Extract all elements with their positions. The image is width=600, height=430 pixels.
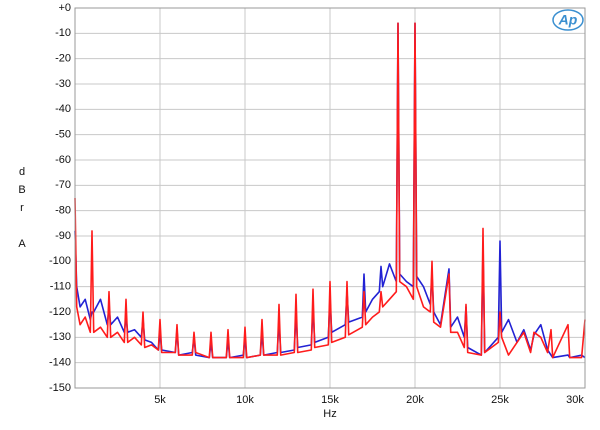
logo: Ap — [552, 9, 584, 31]
y-tick-label: -100 — [49, 255, 71, 267]
x-axis-label: Hz — [323, 408, 336, 420]
y-axis-label: B — [18, 184, 25, 196]
y-tick-label: -140 — [49, 357, 71, 369]
plot-border — [74, 7, 586, 389]
y-tick-label: -150 — [49, 382, 71, 394]
y-tick-label: +0 — [58, 2, 71, 14]
logo-ring — [552, 9, 584, 31]
y-tick-label: -60 — [55, 154, 71, 166]
y-axis-label: d — [19, 166, 25, 178]
logo-text: Ap — [558, 12, 578, 28]
y-tick-label: -130 — [49, 331, 71, 343]
y-axis-label: A — [18, 238, 26, 250]
y-tick-label: -90 — [55, 230, 71, 242]
x-tick-label: 5k — [154, 394, 166, 406]
y-tick-label: -70 — [55, 179, 71, 191]
x-tick-label: 30k — [566, 394, 584, 406]
y-tick-label: -80 — [55, 205, 71, 217]
y-tick-label: -40 — [55, 103, 71, 115]
y-tick-label: -110 — [50, 281, 71, 293]
y-tick-label: -50 — [55, 129, 71, 141]
x-tick-label: 20k — [406, 394, 424, 406]
y-tick-label: -10 — [55, 27, 71, 39]
y-tick-label: -20 — [55, 53, 71, 65]
x-tick-label: 15k — [321, 394, 339, 406]
x-tick-label: 10k — [236, 394, 254, 406]
series-line — [74, 22, 586, 359]
x-tick-label: 25k — [491, 394, 509, 406]
y-tick-label: -120 — [49, 306, 71, 318]
y-axis-label: r — [20, 202, 24, 214]
y-tick-label: -30 — [55, 78, 71, 90]
